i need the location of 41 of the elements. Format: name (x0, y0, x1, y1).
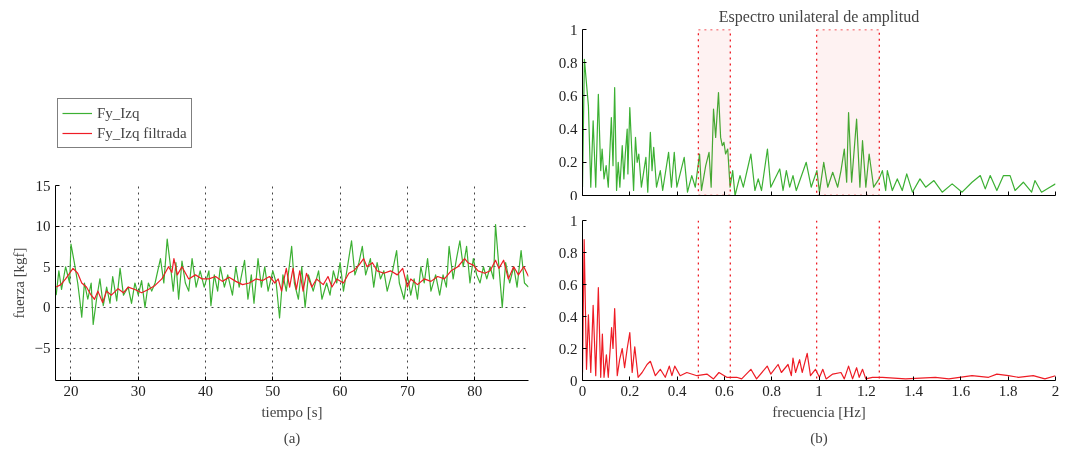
y-tick-label: 0.4 (558, 121, 578, 138)
x-axis-title: frecuencia [Hz] (772, 403, 866, 420)
y-tick-label: 1 (570, 212, 578, 229)
y-tick-label: 0.8 (558, 244, 578, 261)
legend-label: Fy_Izq filtrada (97, 124, 187, 142)
x-tick-label: 70 (399, 382, 415, 399)
y-tick-label: 10 (35, 218, 51, 235)
y-tick-label: 15 (35, 177, 51, 194)
y-tick-label: 0.8 (558, 54, 578, 71)
y-tick-label: 0 (570, 187, 578, 204)
y-tick-label: −5 (34, 340, 51, 356)
y-tick-label: 1 (570, 21, 578, 38)
text: (b) (810, 429, 828, 447)
x-tick-label: 1.4 (904, 382, 924, 399)
y-tick-label: 0.2 (558, 340, 578, 357)
x-tick-label: 80 (467, 382, 483, 399)
legend-label: Fy_Izq (97, 104, 140, 122)
x-tick-label: 30 (130, 382, 146, 399)
text: (a) (283, 429, 301, 447)
y-tick-label: 0 (43, 299, 51, 316)
x-tick-label: 1 (815, 382, 823, 399)
y-tick-label: 0.2 (558, 154, 578, 171)
x-tick-label: 1.8 (998, 382, 1018, 399)
y-tick-label: 0.6 (558, 276, 578, 293)
x-tick-label: 1.2 (856, 382, 876, 399)
x-tick-label: 0.2 (620, 382, 640, 399)
x-tick-label: 40 (198, 382, 214, 399)
y-tick-label: 0.4 (558, 308, 578, 325)
x-tick-label: 1.6 (951, 382, 971, 399)
chart-title: Espectro unilateral de amplitud (718, 7, 920, 26)
x-tick-label: 20 (63, 382, 79, 399)
x-axis-title: tiempo [s] (261, 403, 323, 420)
y-tick-label: 0.6 (558, 87, 578, 104)
x-tick-label: 50 (265, 382, 281, 399)
x-tick-label: 0.8 (762, 382, 782, 399)
y-tick-label: 5 (43, 258, 51, 275)
x-tick-label: 0.6 (715, 382, 735, 399)
x-tick-label: 60 (332, 382, 348, 399)
x-tick-label: 2 (1051, 382, 1060, 399)
y-axis-title: fuerza [kgf] (10, 247, 27, 319)
x-tick-label: 0.4 (667, 382, 687, 399)
